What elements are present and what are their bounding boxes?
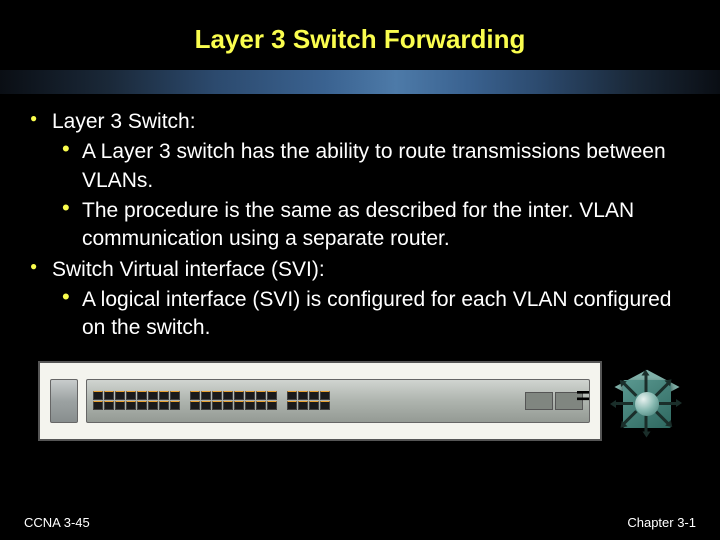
sub-list: A Layer 3 switch has the ability to rout… <box>52 138 696 253</box>
sub-list: A logical interface (SVI) is configured … <box>52 286 696 343</box>
switch-image-frame: = <box>38 361 602 441</box>
port-group <box>93 391 180 410</box>
port-group <box>287 391 330 410</box>
switch-body <box>86 379 590 423</box>
sub-bullet-text: A Layer 3 switch has the ability to rout… <box>82 138 696 195</box>
footer-right: Chapter 3-1 <box>627 515 696 530</box>
title-area: Layer 3 Switch Forwarding <box>0 0 720 70</box>
sub-bullet-item: The procedure is the same as described f… <box>52 197 696 254</box>
sub-bullet-item: A logical interface (SVI) is configured … <box>52 286 696 343</box>
footer: CCNA 3-45 Chapter 3-1 <box>0 515 720 530</box>
bullet-item: Switch Virtual interface (SVI): A logica… <box>24 256 696 343</box>
port-group <box>190 391 277 410</box>
bullet-item: Layer 3 Switch: A Layer 3 switch has the… <box>24 108 696 254</box>
content-area: Layer 3 Switch: A Layer 3 switch has the… <box>0 94 720 441</box>
sub-bullet-text: The procedure is the same as described f… <box>82 197 696 254</box>
switch-end-cap <box>50 379 78 423</box>
bullet-list: Layer 3 Switch: A Layer 3 switch has the… <box>24 108 696 343</box>
sub-bullet-item: A Layer 3 switch has the ability to rout… <box>52 138 696 195</box>
diagram-row: = <box>38 361 682 441</box>
bullet-text: Layer 3 Switch: <box>52 108 696 136</box>
module-slots <box>525 392 583 410</box>
header-gradient-bar <box>0 70 720 94</box>
sub-bullet-text: A logical interface (SVI) is configured … <box>82 286 696 343</box>
bullet-text: Switch Virtual interface (SVI): <box>52 256 696 284</box>
slide-title: Layer 3 Switch Forwarding <box>195 24 526 55</box>
footer-left: CCNA 3-45 <box>24 515 90 530</box>
router-cube-icon <box>612 368 682 434</box>
equals-symbol: = <box>576 383 590 411</box>
